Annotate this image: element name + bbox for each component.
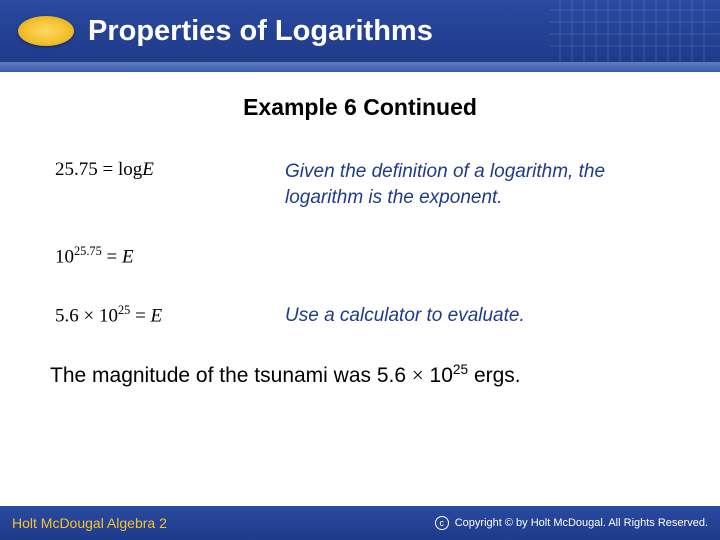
content-area: 25.75 = logE Given the definition of a l… [0, 121, 720, 328]
header-oval-icon [18, 16, 74, 46]
subtitle-bar [0, 62, 720, 72]
example-title: Example 6 Continued [0, 94, 720, 121]
copyright-text: Copyright © by Holt McDougal. All Rights… [455, 517, 708, 529]
step-row: 5.6 × 1025 = E Use a calculator to evalu… [55, 303, 670, 329]
footer-copyright: c Copyright © by Holt McDougal. All Righ… [435, 516, 708, 530]
footer-book-title: Holt McDougal Algebra 2 [12, 515, 167, 531]
explanation-3: Use a calculator to evaluate. [285, 303, 525, 329]
step-row: 1025.75 = E [55, 244, 670, 268]
footer-bar: Holt McDougal Algebra 2 c Copyright © by… [0, 506, 720, 540]
grid-decoration-icon [550, 0, 720, 62]
equation-1: 25.75 = logE [55, 159, 285, 181]
equation-3: 5.6 × 1025 = E [55, 303, 285, 327]
header-bar: Properties of Logarithms [0, 0, 720, 62]
conclusion-text: The magnitude of the tsunami was 5.6 × 1… [0, 362, 720, 388]
step-row: 25.75 = logE Given the definition of a l… [55, 159, 670, 210]
explanation-1: Given the definition of a logarithm, the… [285, 159, 670, 210]
copyright-icon: c [435, 516, 449, 530]
page-title: Properties of Logarithms [88, 15, 433, 48]
equation-2: 1025.75 = E [55, 244, 285, 268]
